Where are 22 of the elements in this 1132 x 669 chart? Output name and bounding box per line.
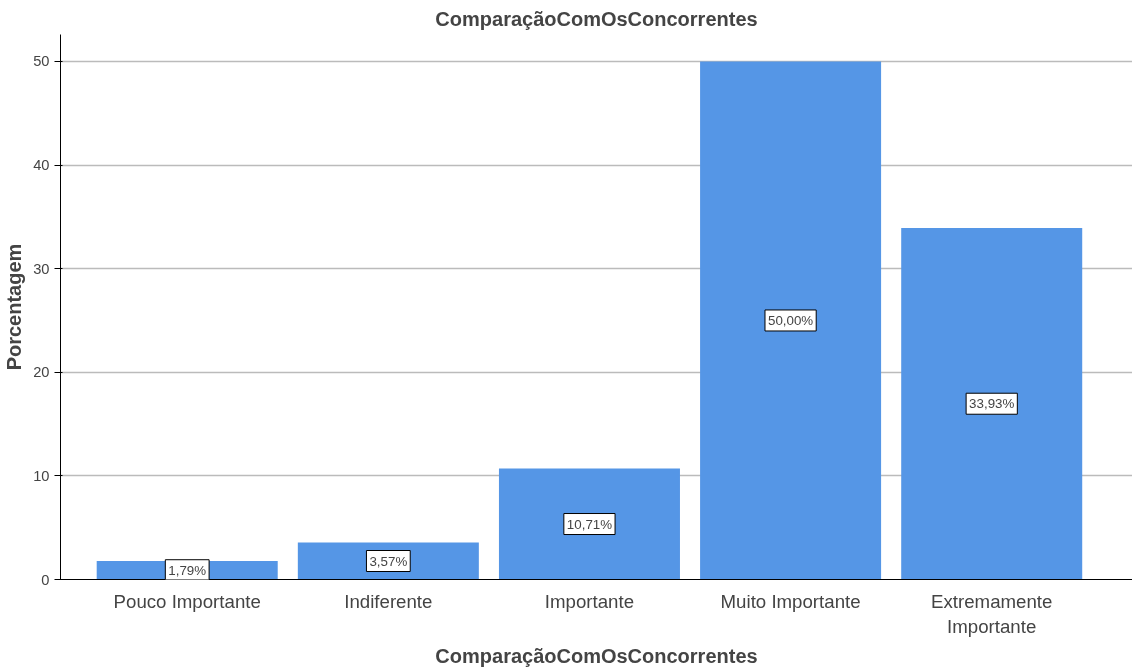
chart-title: ComparaçãoComOsConcorrentes xyxy=(435,7,758,30)
y-tick-label: 30 xyxy=(33,260,50,277)
y-tick-label: 10 xyxy=(33,467,50,484)
data-label: 33,93% xyxy=(969,396,1015,412)
x-tick-label: Pouco Importante xyxy=(113,590,261,612)
data-label: 10,71% xyxy=(566,516,613,532)
data-label: 1,79% xyxy=(168,562,207,578)
x-tick-label: Importante xyxy=(544,590,635,612)
y-tick-label: 40 xyxy=(33,157,50,174)
y-axis-title: Porcentagem xyxy=(3,243,26,371)
x-tick-label: Muito Importante xyxy=(720,590,861,612)
data-label: 3,57% xyxy=(369,553,408,569)
bar xyxy=(700,61,882,580)
bar xyxy=(498,468,680,580)
x-tick-label: Indiferente xyxy=(344,590,433,612)
x-axis-title: ComparaçãoComOsConcorrentes xyxy=(435,644,758,667)
y-tick-label: 50 xyxy=(33,53,50,70)
x-tick-label: Extremamente Importante xyxy=(931,590,1053,637)
data-label: 50,00% xyxy=(767,312,814,328)
y-tick-label: 0 xyxy=(41,571,50,588)
y-tick-label: 20 xyxy=(33,364,50,381)
bar xyxy=(901,227,1083,580)
